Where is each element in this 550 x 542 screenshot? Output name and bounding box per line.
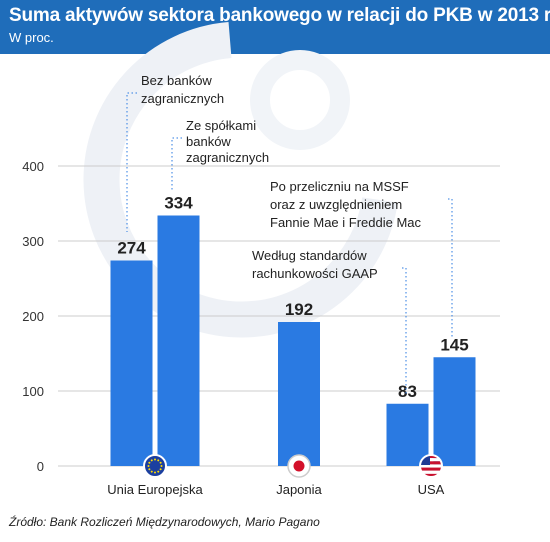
bar bbox=[278, 322, 320, 466]
eu-flag-star bbox=[150, 459, 153, 462]
chart-subtitle: W proc. bbox=[9, 30, 54, 45]
annotation-line: oraz z uwzględnieniem bbox=[270, 197, 402, 212]
bar bbox=[386, 403, 429, 466]
usa-flag-stripe bbox=[420, 461, 442, 465]
annotation-line: Ze spółkami bbox=[186, 118, 256, 133]
usa-flag-stripe bbox=[420, 473, 442, 477]
usa-flag-border bbox=[419, 454, 443, 478]
annotation-line: banków bbox=[186, 134, 231, 149]
usa-flag-stripe bbox=[420, 464, 442, 468]
annotation-text: Ze spółkami banków zagranicznych bbox=[186, 118, 269, 165]
annotation-line: Fannie Mae i Freddie Mac bbox=[270, 215, 422, 230]
bar bbox=[110, 260, 153, 466]
data-label: 274 bbox=[117, 239, 146, 258]
data-label: 83 bbox=[398, 382, 417, 401]
source-note: Źródło: Bank Rozliczeń Międzynarodowych,… bbox=[9, 515, 320, 529]
eu-flag-star bbox=[159, 461, 162, 464]
usa-flag-stripe bbox=[420, 458, 442, 462]
y-tick-label: 300 bbox=[22, 234, 44, 249]
eu-flag-star bbox=[157, 459, 160, 462]
eu-flag-star bbox=[154, 458, 156, 461]
eu-flag-icon bbox=[143, 454, 167, 478]
japan-flag-sun bbox=[293, 460, 305, 472]
category-label: Unia Europejska bbox=[107, 482, 203, 497]
data-label: 145 bbox=[440, 335, 468, 354]
y-tick-label: 400 bbox=[22, 159, 44, 174]
annotation-line: Bez banków bbox=[141, 73, 212, 88]
eu-flag-star bbox=[160, 465, 163, 467]
category-label: USA bbox=[418, 482, 445, 497]
background-ring-decoration bbox=[250, 50, 350, 150]
annotation-line: rachunkowości GAAP bbox=[252, 266, 378, 281]
annotation-line: zagranicznych bbox=[141, 91, 224, 106]
usa-flag-stripe bbox=[420, 455, 442, 459]
category-label: Japonia bbox=[276, 482, 322, 497]
data-label: 334 bbox=[164, 194, 193, 213]
chart-title: Suma aktywów sektora bankowego w relacji… bbox=[9, 5, 550, 26]
bar bbox=[433, 357, 476, 466]
eu-flag-star bbox=[148, 468, 151, 471]
annotation-leader-line bbox=[448, 198, 453, 338]
usa-flag-stripe bbox=[420, 467, 442, 471]
bar bbox=[157, 215, 200, 466]
data-label: 192 bbox=[285, 300, 313, 319]
annotation-leader-line bbox=[171, 137, 182, 190]
eu-flag-star bbox=[157, 470, 160, 473]
usa-flag-stripe bbox=[420, 470, 442, 474]
eu-flag-star bbox=[147, 465, 150, 467]
annotation-text: Po przeliczniu na MSSF oraz z uwzględnien… bbox=[270, 179, 422, 230]
annotation-leader-line bbox=[402, 267, 407, 395]
title-bar: Suma aktywów sektora bankowego w relacji… bbox=[0, 0, 550, 54]
eu-flag-star bbox=[154, 471, 156, 474]
usa-flag-canton bbox=[420, 455, 430, 465]
annotation-text: Bez banków zagranicznych bbox=[141, 73, 224, 106]
y-tick-label: 0 bbox=[37, 459, 44, 474]
y-tick-label: 200 bbox=[22, 309, 44, 324]
annotation-text: Według standardów rachunkowości GAAP bbox=[252, 248, 378, 281]
usa-flag-icon bbox=[420, 455, 442, 477]
eu-flag-star bbox=[150, 470, 153, 473]
annotation-line: Według standardów bbox=[252, 248, 367, 263]
eu-flag-star bbox=[148, 461, 151, 464]
eu-flag-star bbox=[159, 468, 162, 471]
annotation-line: zagranicznych bbox=[186, 150, 269, 165]
annotation-line: Po przeliczniu na MSSF bbox=[270, 179, 409, 194]
y-tick-label: 100 bbox=[22, 384, 44, 399]
